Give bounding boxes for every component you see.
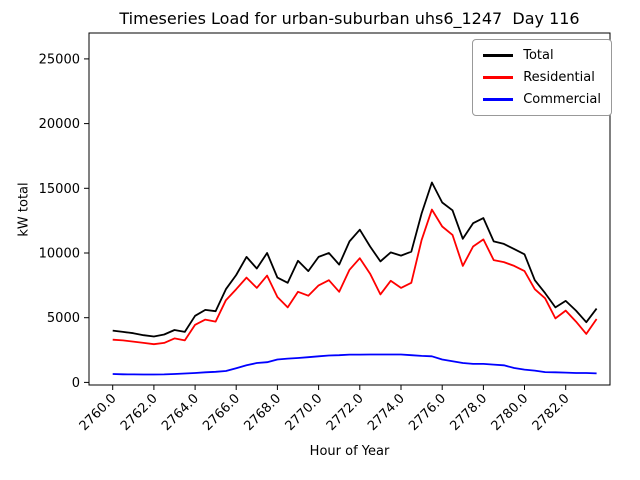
x-tick-label: 2768.0 xyxy=(241,391,284,434)
x-tick-label: 2778.0 xyxy=(447,391,490,434)
legend-label: Total xyxy=(523,48,554,63)
legend: Total Residential Commercial xyxy=(472,39,612,116)
axes-frame xyxy=(88,32,611,386)
x-tick-label: 2780.0 xyxy=(489,391,532,434)
x-tick-label: 2776.0 xyxy=(406,391,449,434)
x-tick-label: 2772.0 xyxy=(324,391,367,434)
series-line-total xyxy=(112,181,598,338)
x-tick-label: 2766.0 xyxy=(200,391,243,434)
legend-item-residential: Residential xyxy=(483,70,601,85)
legend-item-total: Total xyxy=(483,48,601,63)
commercial-line-swatch xyxy=(483,98,514,101)
x-tick-label: 2762.0 xyxy=(118,391,161,434)
y-tick-label: 20000 xyxy=(39,117,80,132)
legend-label: Residential xyxy=(523,70,595,85)
x-tick-label: 2760.0 xyxy=(77,391,120,434)
series-line-commercial xyxy=(112,353,597,376)
x-tick-label: 2782.0 xyxy=(530,391,573,434)
y-tick-label: 15000 xyxy=(39,182,80,197)
legend-label: Commercial xyxy=(523,92,601,107)
x-tick-label: 2774.0 xyxy=(365,391,408,434)
y-axis-label: kW total xyxy=(16,182,32,237)
x-tick-label: 2764.0 xyxy=(159,391,202,434)
y-tick-label: 5000 xyxy=(47,311,80,326)
y-tick-label: 25000 xyxy=(39,52,80,67)
y-tick-label: 0 xyxy=(72,376,80,391)
series-line-residential xyxy=(112,208,598,346)
y-tick-label: 10000 xyxy=(39,247,80,262)
x-tick-label: 2770.0 xyxy=(283,391,326,434)
residential-line-swatch xyxy=(483,76,514,79)
total-line-swatch xyxy=(483,54,514,57)
x-axis-label: Hour of Year xyxy=(309,444,390,459)
chart-title: Timeseries Load for urban-suburban uhs6_… xyxy=(119,9,580,28)
legend-item-commercial: Commercial xyxy=(483,92,601,107)
